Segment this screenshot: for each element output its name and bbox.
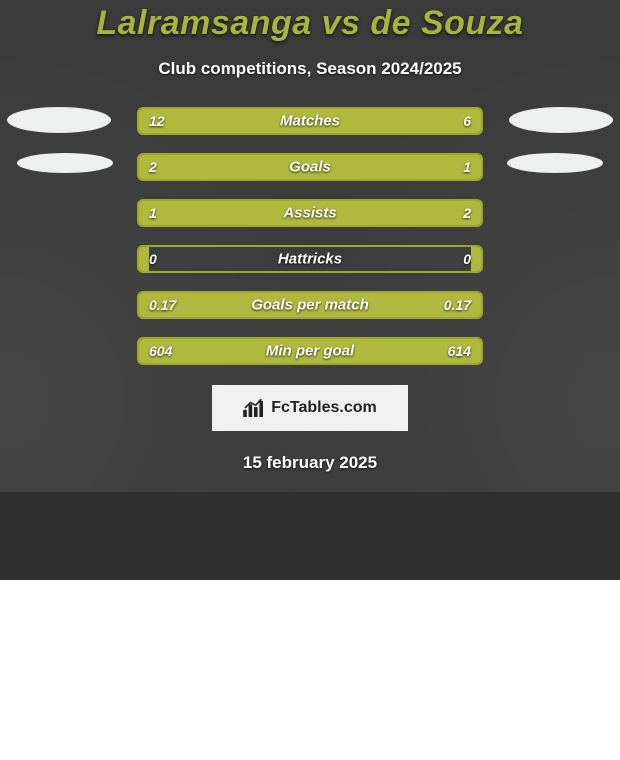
stat-value-right: 2	[463, 205, 471, 221]
stat-row: 12 6 Matches	[137, 107, 483, 135]
stage: Lalramsanga vs de Souza Club competition…	[0, 0, 620, 580]
stat-row: 0 0 Hattricks	[137, 245, 483, 273]
stat-label: Matches	[280, 113, 340, 130]
stat-row: 0.17 0.17 Goals per match	[137, 291, 483, 319]
stat-value-right: 1	[463, 159, 471, 175]
date-text: 15 february 2025	[0, 453, 620, 473]
player-left-avatar-placeholder	[7, 107, 111, 133]
stat-value-right: 6	[463, 113, 471, 129]
stat-row: 604 614 Min per goal	[137, 337, 483, 365]
stat-bar-right	[471, 247, 481, 271]
stat-label: Assists	[283, 205, 336, 222]
stat-value-left: 1	[149, 205, 157, 221]
brand-badge: FcTables.com	[212, 385, 408, 431]
stat-row: 2 1 Goals	[137, 153, 483, 181]
stat-row: 1 2 Assists	[137, 199, 483, 227]
bar-chart-icon	[243, 399, 265, 417]
stat-value-right: 0	[463, 251, 471, 267]
stat-bar-left	[139, 155, 367, 179]
stat-bar-left	[139, 247, 149, 271]
stat-label: Goals per match	[251, 297, 369, 314]
stat-label: Hattricks	[278, 251, 342, 268]
stat-label: Min per goal	[266, 343, 354, 360]
stat-value-left: 604	[149, 343, 172, 359]
stat-value-left: 2	[149, 159, 157, 175]
stat-value-left: 0	[149, 251, 157, 267]
stat-value-right: 614	[448, 343, 471, 359]
brand-text: FcTables.com	[271, 399, 377, 417]
stats-container: 126Matches21Goals12Assists00Hattricks0.1…	[137, 107, 483, 365]
page-title: Lalramsanga vs de Souza	[0, 4, 620, 43]
player-left-flag-placeholder	[17, 153, 113, 173]
stat-value-left: 0.17	[149, 297, 176, 313]
player-right-avatar-placeholder	[509, 107, 613, 133]
stat-value-left: 12	[149, 113, 165, 129]
stat-value-right: 0.17	[444, 297, 471, 313]
page-subtitle: Club competitions, Season 2024/2025	[0, 59, 620, 79]
stat-label: Goals	[289, 159, 331, 176]
player-right-flag-placeholder	[507, 153, 603, 173]
